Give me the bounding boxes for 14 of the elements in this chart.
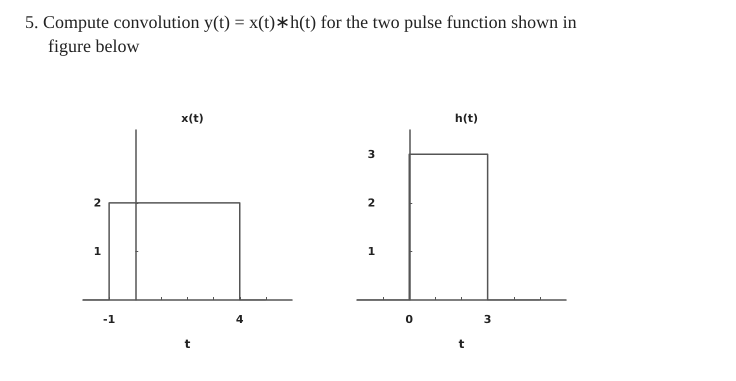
y-tick-label: 1 bbox=[94, 244, 102, 258]
text: 5. Compute convolution y(t) = x(t)∗h(t) for the two pulse function shown in figure below bbox=[25, 11, 578, 58]
chart-title: x(t) bbox=[181, 112, 204, 125]
chart-title: h(t) bbox=[454, 112, 478, 125]
y-tick-label: 1 bbox=[368, 244, 376, 258]
x-tick-label: 3 bbox=[484, 313, 492, 326]
x-axis-title: t bbox=[184, 337, 191, 351]
x-axis-title: t bbox=[458, 337, 465, 351]
x-tick-label: 4 bbox=[236, 313, 244, 326]
y-tick-label: 2 bbox=[368, 196, 376, 210]
y-tick-label: 2 bbox=[94, 196, 102, 210]
x-tick-label: 0 bbox=[405, 313, 414, 326]
x-tick-label: -1 bbox=[103, 313, 116, 326]
y-tick-label: 3 bbox=[368, 148, 376, 161]
